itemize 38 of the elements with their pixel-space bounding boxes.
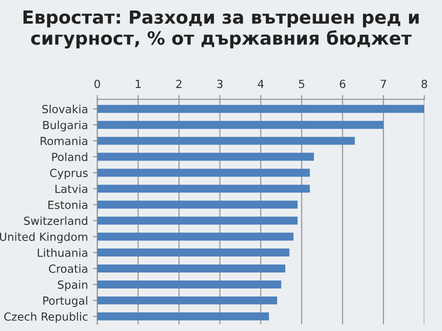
y-tick-label: United Kingdom bbox=[0, 232, 88, 244]
bar bbox=[97, 152, 314, 161]
bar bbox=[97, 168, 310, 177]
chart-title: Евростат: Разходи за вътрешен ред и сигурност, % от държавния бюджет bbox=[23, 10, 419, 48]
y-tick-label: Bulgaria bbox=[43, 120, 88, 132]
y-tick-label: Romania bbox=[40, 136, 88, 146]
bar bbox=[97, 104, 424, 113]
x-tick-label: 7 bbox=[380, 80, 386, 88]
bar bbox=[97, 264, 286, 272]
bar bbox=[97, 248, 290, 257]
x-tick-label: 3 bbox=[217, 80, 223, 88]
y-tick-label: Portugal bbox=[43, 296, 88, 307]
y-tick-label: Slovakia bbox=[42, 104, 88, 114]
bar bbox=[97, 200, 298, 209]
y-tick-label: Cyprus bbox=[50, 168, 88, 180]
y-tick-label: Czech Republic bbox=[4, 312, 88, 323]
y-tick-label: Spain bbox=[58, 280, 88, 292]
bar bbox=[97, 136, 355, 145]
x-tick-label: 0 bbox=[94, 80, 100, 88]
y-tick-label: Croatia bbox=[48, 264, 88, 273]
x-tick-label: 5 bbox=[298, 80, 304, 88]
bar bbox=[97, 184, 310, 193]
y-tick-label: Estonia bbox=[48, 200, 88, 210]
x-tick-label: 1 bbox=[136, 80, 141, 88]
bar bbox=[97, 296, 278, 304]
x-tick-label: 6 bbox=[340, 80, 346, 88]
y-tick-label: Lithuania bbox=[38, 248, 88, 257]
y-tick-label: Switzerland bbox=[24, 216, 88, 225]
y-tick-label: Poland bbox=[52, 152, 88, 162]
x-tick-label: 2 bbox=[176, 80, 182, 88]
bar bbox=[97, 216, 298, 225]
y-tick-label: Latvia bbox=[55, 184, 88, 194]
bar bbox=[97, 120, 384, 129]
x-tick-label: 4 bbox=[258, 80, 264, 88]
x-tick-label: 8 bbox=[422, 80, 428, 88]
bar bbox=[97, 280, 282, 288]
bar bbox=[97, 232, 294, 241]
bar bbox=[97, 312, 269, 320]
